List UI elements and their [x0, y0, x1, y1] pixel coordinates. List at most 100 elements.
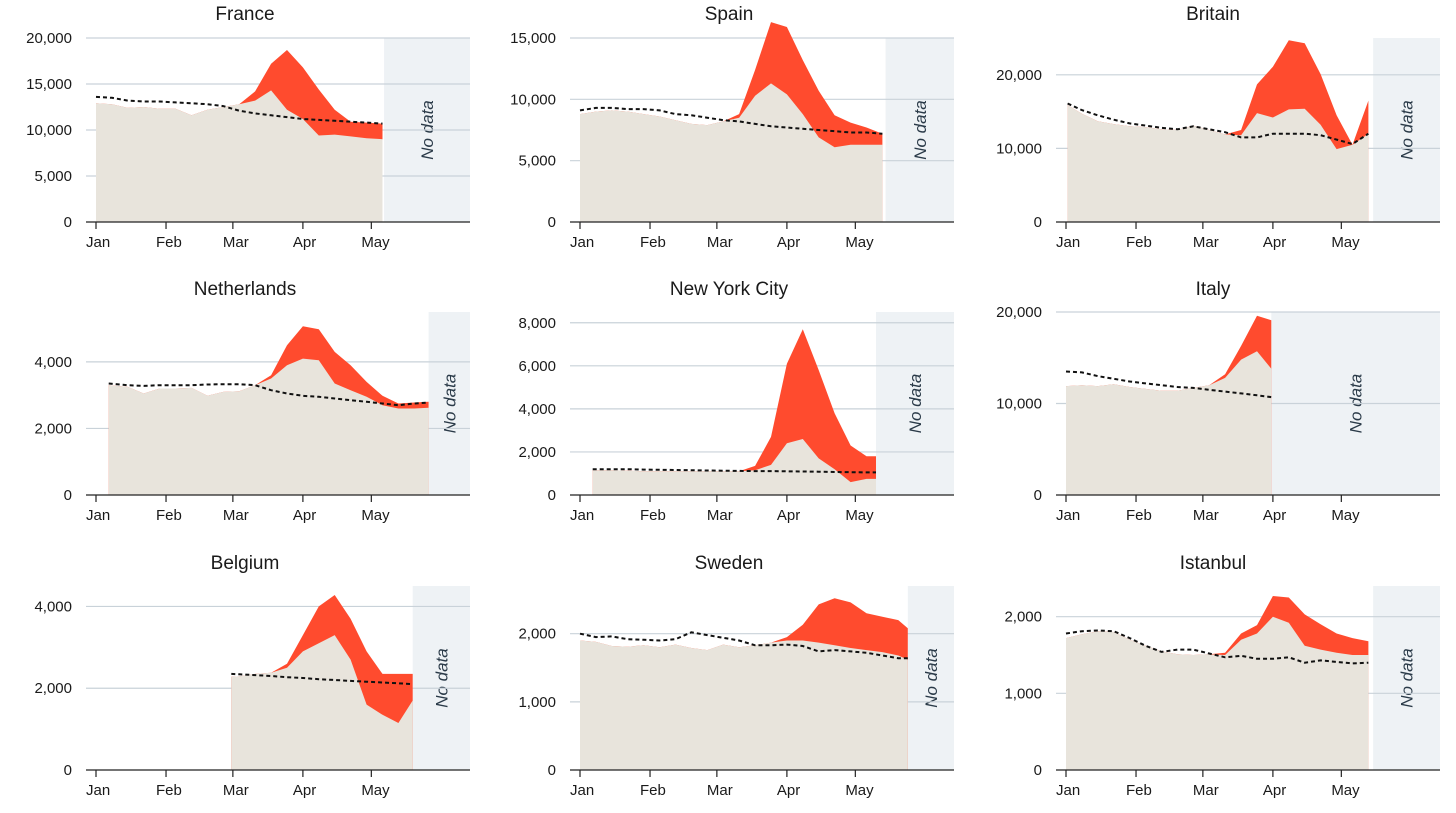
baseline-deaths-area — [592, 439, 876, 495]
panel-netherlands: Netherlands No data 0 2,000 4,000 Jan Feb Mar Ap… — [34, 279, 470, 524]
x-tick-label: Apr — [1263, 782, 1286, 799]
y-tick-label: 0 — [64, 214, 72, 231]
x-tick-label: May — [1331, 507, 1360, 524]
y-tick-label: 10,000 — [510, 91, 556, 108]
x-tick-label: Apr — [777, 782, 800, 799]
x-tick-label: Mar — [707, 234, 733, 251]
no-data-region — [876, 312, 954, 495]
x-tick-label: Apr — [1263, 507, 1286, 524]
x-tick-label: May — [845, 234, 874, 251]
x-tick-label: Apr — [777, 234, 800, 251]
y-tick-label: 0 — [1034, 214, 1042, 231]
y-tick-label: 1,000 — [518, 694, 556, 711]
y-tick-label: 5,000 — [518, 153, 556, 170]
y-tick-label: 1,000 — [1004, 685, 1042, 702]
y-tick-label: 10,000 — [26, 122, 72, 139]
no-data-label: No data — [1398, 648, 1417, 708]
x-tick-label: Apr — [293, 234, 316, 251]
no-data-label: No data — [906, 374, 925, 434]
no-data-region — [1373, 38, 1440, 222]
baseline-deaths-area — [1066, 351, 1272, 495]
x-tick-label: Mar — [223, 782, 249, 799]
no-data-label: No data — [922, 648, 941, 708]
expected-deaths-line — [108, 382, 429, 407]
baseline-deaths-area — [231, 635, 413, 770]
x-tick-label: Feb — [1126, 234, 1152, 251]
x-tick-label: Apr — [293, 782, 316, 799]
y-tick-label: 15,000 — [510, 30, 556, 47]
y-tick-label: 4,000 — [518, 401, 556, 418]
y-tick-label: 4,000 — [34, 598, 72, 615]
x-tick-label: May — [361, 234, 390, 251]
x-tick-label: Feb — [640, 234, 666, 251]
panel-title: France — [215, 4, 274, 25]
panel-britain: Britain No data 0 10,000 20,000 Jan Feb Mar Apr M… — [996, 4, 1440, 251]
x-tick-label: Feb — [640, 507, 666, 524]
x-tick-label: May — [361, 507, 390, 524]
x-tick-label: Jan — [86, 782, 110, 799]
no-data-label: No data — [440, 374, 459, 434]
x-tick-label: Jan — [1056, 234, 1080, 251]
no-data-region — [428, 312, 470, 495]
y-tick-label: 0 — [64, 762, 72, 779]
y-tick-label: 0 — [1034, 487, 1042, 504]
x-tick-label: May — [1331, 782, 1360, 799]
panel-title: Spain — [705, 4, 754, 25]
panel-title: Belgium — [211, 553, 280, 574]
y-tick-label: 4,000 — [34, 354, 72, 371]
x-tick-label: Feb — [640, 782, 666, 799]
panel-title: Sweden — [695, 553, 764, 574]
panel-title: Istanbul — [1180, 553, 1247, 574]
x-tick-label: Jan — [1056, 507, 1080, 524]
y-tick-label: 2,000 — [34, 680, 72, 697]
x-tick-label: Mar — [223, 507, 249, 524]
no-data-region — [907, 586, 954, 770]
baseline-deaths-area — [1066, 616, 1369, 770]
baseline-deaths-area — [108, 358, 429, 495]
y-tick-label: 10,000 — [996, 140, 1042, 157]
y-tick-label: 20,000 — [996, 304, 1042, 321]
x-tick-label: Apr — [293, 507, 316, 524]
no-data-region — [885, 38, 954, 222]
x-tick-label: Feb — [1126, 507, 1152, 524]
x-tick-label: Feb — [156, 234, 182, 251]
x-tick-label: Mar — [1193, 507, 1219, 524]
y-tick-label: 2,000 — [518, 626, 556, 643]
x-tick-label: May — [845, 782, 874, 799]
x-tick-label: Mar — [1193, 234, 1219, 251]
x-tick-label: Mar — [707, 782, 733, 799]
baseline-deaths-area — [96, 90, 383, 223]
no-data-label: No data — [432, 648, 451, 708]
y-tick-label: 5,000 — [34, 168, 72, 185]
x-tick-label: Feb — [156, 782, 182, 799]
y-tick-label: 0 — [548, 214, 556, 231]
baseline-deaths-area — [580, 640, 908, 770]
panel-title: Italy — [1196, 279, 1231, 300]
panel-new-york-city: New York City No data 0 2,000 4,000 6,000 8,00… — [518, 279, 954, 524]
x-tick-label: Mar — [707, 507, 733, 524]
x-tick-label: Jan — [1056, 782, 1080, 799]
y-tick-label: 0 — [548, 487, 556, 504]
expected-deaths-line — [592, 468, 876, 474]
y-tick-label: 2,000 — [518, 444, 556, 461]
x-tick-label: Jan — [570, 782, 594, 799]
x-tick-label: Feb — [1126, 782, 1152, 799]
y-tick-label: 10,000 — [996, 396, 1042, 413]
panel-istanbul: Istanbul No data 0 1,000 2,000 Jan Feb Mar Apr Ma… — [1004, 553, 1440, 799]
y-tick-label: 6,000 — [518, 358, 556, 375]
panel-title: Britain — [1186, 4, 1240, 25]
y-tick-label: 2,000 — [1004, 609, 1042, 626]
y-tick-label: 8,000 — [518, 315, 556, 332]
expected-deaths-line — [95, 95, 383, 125]
expected-deaths-line — [231, 672, 413, 686]
y-tick-label: 0 — [548, 762, 556, 779]
no-data-label: No data — [1398, 100, 1417, 160]
y-tick-label: 20,000 — [26, 30, 72, 47]
x-tick-label: Mar — [1193, 782, 1219, 799]
panel-title: Netherlands — [194, 279, 296, 300]
expected-deaths-line — [1065, 629, 1369, 665]
panel-belgium: Belgium No data 0 2,000 4,000 Jan Feb Mar Apr May — [34, 553, 470, 799]
x-tick-label: May — [845, 507, 874, 524]
